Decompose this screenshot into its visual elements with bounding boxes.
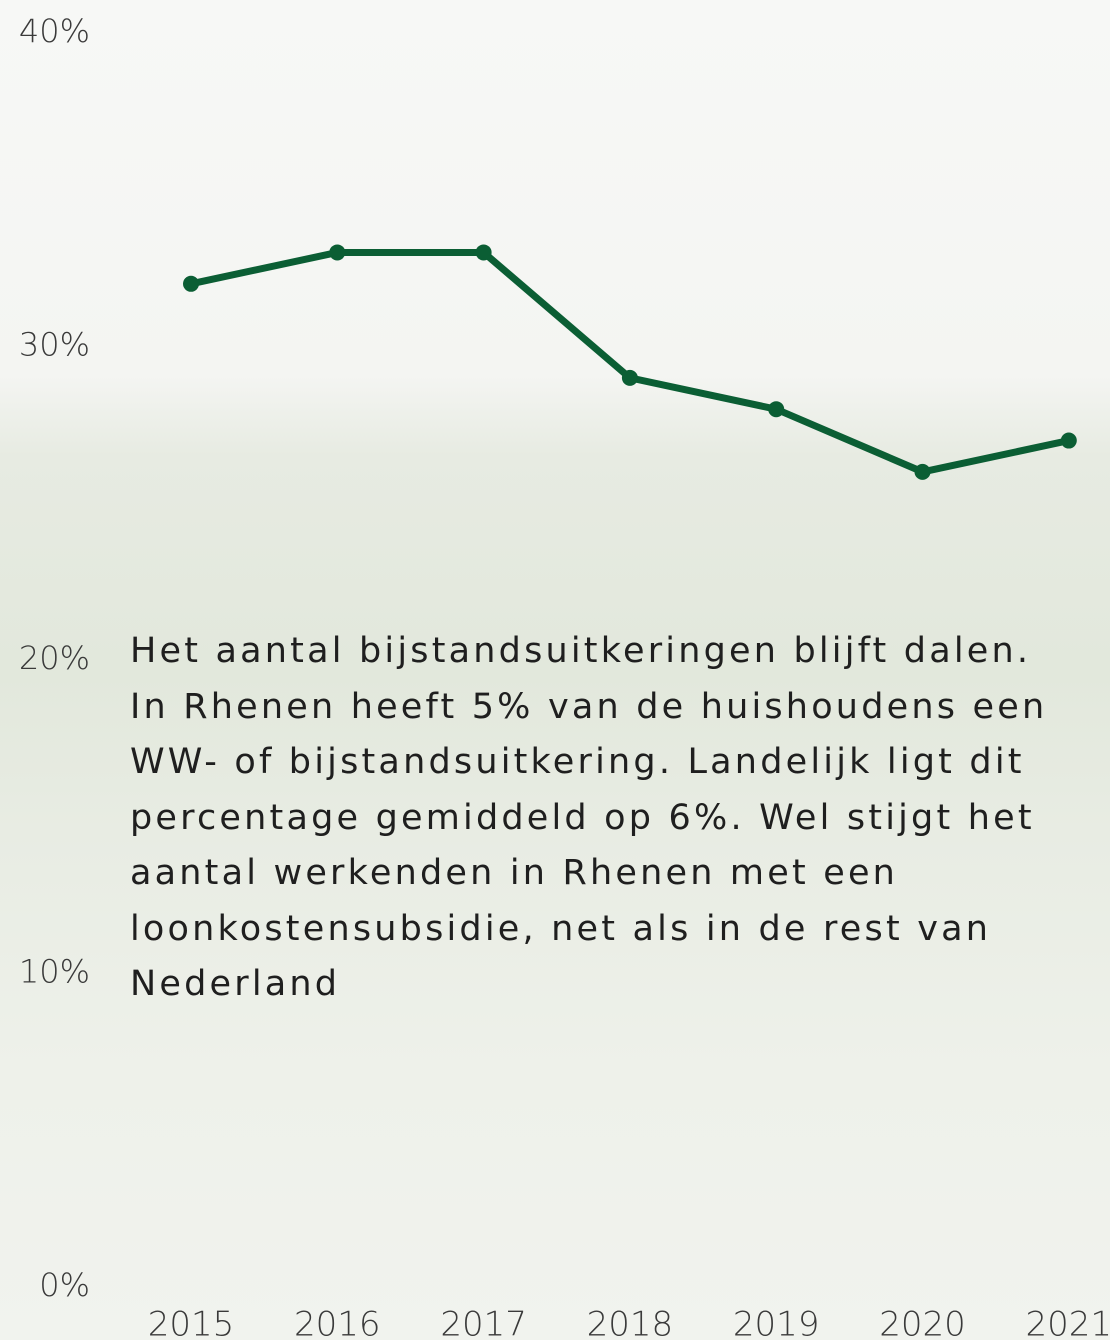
marker bbox=[915, 464, 931, 480]
x-tick-label: 2019 bbox=[733, 1305, 820, 1340]
y-tick-label: 40% bbox=[19, 12, 90, 50]
y-tick-label: 0% bbox=[39, 1266, 90, 1304]
x-tick-label: 2020 bbox=[879, 1305, 966, 1340]
y-tick-label: 30% bbox=[19, 326, 90, 364]
marker bbox=[183, 276, 199, 292]
annotation: Het aantal bijstandsuitkeringen blijft d… bbox=[130, 624, 1070, 1013]
x-tick-label: 2017 bbox=[440, 1305, 527, 1340]
x-tick-label: 2021 bbox=[1026, 1305, 1110, 1340]
marker bbox=[1061, 433, 1077, 449]
x-tick-label: 2015 bbox=[148, 1305, 235, 1340]
y-tick-label: 20% bbox=[19, 639, 90, 677]
marker bbox=[476, 244, 492, 260]
x-tick-label: 2016 bbox=[294, 1305, 381, 1340]
x-tick-label: 2018 bbox=[587, 1305, 674, 1340]
line bbox=[191, 252, 1069, 471]
marker bbox=[329, 244, 345, 260]
marker bbox=[768, 401, 784, 417]
y-tick-label: 10% bbox=[19, 953, 90, 991]
page: 0% 10% 20% 30% 40% 2015 2016 2017 2018 2019 2020 20… bbox=[0, 0, 1110, 1340]
marker bbox=[622, 370, 638, 386]
